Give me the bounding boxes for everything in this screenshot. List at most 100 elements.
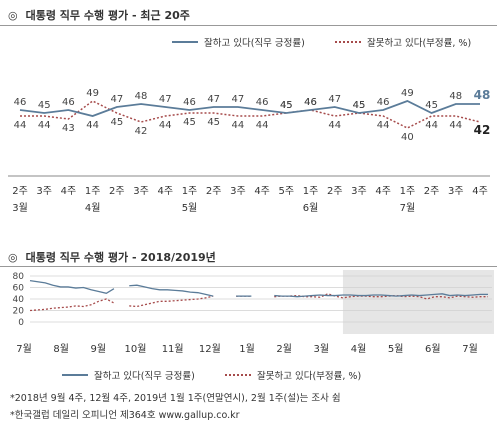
positive-value-label: 47 (232, 94, 245, 105)
negative-value-label: 45 (110, 117, 123, 128)
month-tick-label: 12월 (199, 343, 221, 355)
top-title-rule (0, 25, 497, 26)
positive-value-label: 45 (353, 100, 366, 111)
positive-value-label: 49 (401, 88, 414, 99)
positive-value-label: 48 (474, 88, 491, 102)
y-tick-label: 40 (13, 295, 25, 305)
month-tick-label: 8월 (53, 343, 69, 355)
negative-value-label: 43 (62, 123, 75, 134)
negative-value-label: 44 (159, 120, 172, 131)
positive-value-label: 46 (183, 97, 196, 108)
week-tick-label: 2주 (12, 186, 28, 197)
month-tick-label: 6월 (425, 343, 441, 355)
week-tick-label: 3주 (133, 186, 149, 197)
negative-value-label: 44 (14, 120, 27, 131)
negative-value-label: 44 (377, 120, 390, 131)
positive-series (19, 100, 480, 117)
week-tick-label: 4주 (375, 186, 391, 197)
legend-positive-label: 잘하고 있다(직무 긍정률) (94, 370, 195, 382)
positive-value-label: 46 (256, 97, 269, 108)
positive-value-label: 46 (377, 97, 390, 108)
week-tick-label: 3주 (351, 186, 367, 197)
month-tick-label: 3월 (12, 202, 28, 214)
week-tick-label: 3주 (230, 186, 246, 197)
negative-line (129, 295, 214, 308)
negative-value-label: 44 (425, 120, 438, 131)
x-axis-labels: 2주 3주 4주 1주 2주 3주 4주 1주 2주 3주 4주 5주 1주 2주 3주 4주 1주 2주 3주 4주… (12, 186, 488, 214)
negative-value-label: 45 (353, 100, 366, 111)
legend-negative-label: 잘못하고 있다(부정률, %) (257, 370, 361, 382)
bullet-icon: ◎ (8, 9, 18, 22)
negative-value-label: 44 (256, 120, 269, 131)
week-tick-label: 1주 (182, 186, 198, 197)
month-tick-label: 11월 (162, 343, 184, 355)
positive-value-label: 46 (62, 97, 75, 108)
negative-value-label: 46 (304, 97, 317, 108)
positive-value-label: 46 (304, 97, 317, 108)
data-labels: 46 45 46 44 47 48 47 46 47 47 46 45 46 47 45 46 49 45 48 48… (14, 88, 491, 143)
month-tick-label: 2월 (276, 343, 292, 355)
week-tick-label: 2주 (109, 186, 125, 197)
week-tick-label: 4주 (157, 186, 173, 197)
month-tick-label: 1월 (239, 343, 255, 355)
negative-value-label: 42 (474, 123, 491, 137)
top-legend: 잘하고 있다(직무 긍정률) 잘못하고 있다(부정률, %) (172, 37, 471, 49)
month-tick-label: 6월 (303, 202, 319, 214)
week-tick-label: 2주 (327, 186, 343, 197)
month-tick-label: 5월 (182, 202, 198, 214)
negative-line (29, 298, 115, 312)
month-tick-label: 4월 (351, 343, 367, 355)
negative-value-label: 44 (328, 120, 341, 131)
positive-value-label: 48 (449, 91, 462, 102)
week-tick-label: 2주 (424, 186, 440, 197)
positive-line (129, 284, 214, 297)
grid-lines (30, 275, 492, 323)
negative-value-label: 44 (232, 120, 245, 131)
bottom-panel-title: ◎ 대통령 직무 수행 평가 - 2018/2019년 (8, 249, 216, 265)
footnote-source: *한국갤럽 데일리 오피니언 제364호 www.gallup.co.kr (10, 410, 240, 421)
negative-value-label: 42 (135, 126, 148, 137)
month-tick-label: 7월 (16, 343, 32, 355)
positive-value-label: 45 (425, 100, 438, 111)
y-tick-label: 80 (13, 272, 25, 282)
week-tick-label: 3주 (448, 186, 464, 197)
negative-value-label: 44 (38, 120, 51, 131)
negative-value-label: 44 (449, 120, 462, 131)
top-title-text: 대통령 직무 수행 평가 - 최근 20주 (25, 9, 190, 22)
month-tick-label: 3월 (314, 343, 330, 355)
positive-value-label: 47 (159, 94, 172, 105)
negative-line (274, 293, 488, 300)
week-tick-label: 4주 (61, 186, 77, 197)
positive-value-label: 44 (86, 120, 99, 131)
positive-value-label: 45 (38, 100, 51, 111)
week-tick-label: 1주 (400, 186, 416, 197)
x-axis-labels: 7월 8월 9월 10월 11월 12월 1월 2월 3월 4월 5월 6월 7월 (16, 343, 478, 355)
bottom-title-rule (0, 266, 497, 267)
y-tick-label: 20 (13, 307, 25, 317)
negative-line (20, 100, 481, 129)
negative-value-label: 45 (207, 117, 220, 128)
positive-value-label: 47 (328, 94, 341, 105)
week-tick-label: 2주 (206, 186, 222, 197)
month-tick-label: 5월 (388, 343, 404, 355)
week-tick-label: 1주 (303, 186, 319, 197)
negative-value-label: 45 (183, 117, 196, 128)
negative-value-label: 45 (280, 100, 293, 111)
bullet-icon: ◎ (8, 251, 18, 264)
month-tick-label: 4월 (85, 202, 101, 214)
positive-series (29, 279, 488, 298)
positive-line (274, 293, 488, 298)
negative-value-label: 40 (401, 132, 414, 143)
positive-value-label: 48 (135, 91, 148, 102)
month-tick-label: 7월 (400, 202, 416, 214)
y-tick-label: 60 (13, 284, 25, 294)
positive-value-label: 46 (14, 97, 27, 108)
week-tick-label: 5주 (279, 186, 295, 197)
positive-line (29, 279, 115, 294)
week-tick-label: 1주 (85, 186, 101, 197)
negative-value-label: 49 (86, 88, 99, 99)
positive-line (19, 100, 480, 117)
legend-positive-label: 잘하고 있다(직무 긍정률) (204, 37, 305, 49)
